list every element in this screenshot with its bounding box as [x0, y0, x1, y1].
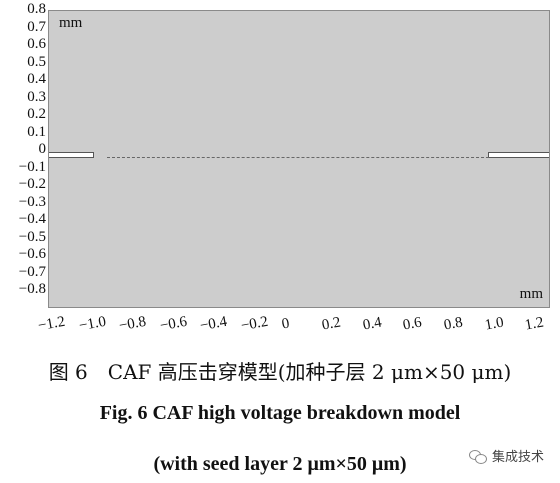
unit-label-top: mm	[59, 15, 83, 31]
x-tick-label: 1.2	[523, 314, 546, 334]
y-tick-label: 0.5	[27, 53, 46, 70]
y-tick-label: 0.6	[27, 36, 46, 52]
y-tick-label: 0.8	[27, 1, 46, 17]
model-plot-area: mm mm	[48, 10, 550, 308]
x-tick-label: 0.4	[361, 314, 383, 334]
wechat-icon	[468, 448, 487, 464]
seed-layer-dashed-line	[107, 157, 489, 158]
x-tick-label: 0	[280, 315, 291, 333]
figure-caption-chinese: 图 6 CAF 高压击穿模型(加种子层 2 μm×50 μm)	[48, 360, 512, 384]
x-tick-label: −0.6	[158, 313, 189, 335]
x-tick-label: −1.0	[77, 313, 107, 335]
unit-label-bottom: mm	[519, 286, 543, 302]
figure-caption-english: Fig. 6 CAF high voltage breakdown model	[99, 402, 461, 424]
y-tick-label: 0.1	[27, 123, 46, 140]
y-tick-label: −0.4	[18, 211, 46, 227]
y-tick-label: −0.8	[18, 281, 46, 297]
y-tick-label: −0.6	[18, 246, 46, 262]
x-tick-label: −0.8	[117, 313, 148, 335]
y-tick-label: −0.5	[18, 228, 46, 245]
y-tick-label: −0.2	[18, 176, 46, 192]
x-tick-label: −1.2	[36, 313, 67, 335]
y-tick-label: −0.1	[18, 158, 46, 175]
x-tick-label: 0.2	[320, 314, 343, 334]
y-tick-label: 0.7	[27, 18, 46, 35]
figure-caption-english-line2: (with seed layer 2 μm×50 μm)	[153, 453, 407, 475]
x-tick-label: 0.8	[442, 314, 464, 334]
y-tick-label: −0.7	[18, 263, 46, 280]
x-tick-label: 1.0	[483, 314, 505, 334]
watermark-text: 集成技术	[491, 450, 544, 465]
x-tick-label: −0.2	[239, 313, 270, 335]
x-tick-label: −0.4	[199, 313, 229, 335]
y-tick-label: 0.3	[27, 88, 46, 105]
y-tick-label: 0	[38, 141, 47, 157]
right-electrode	[488, 152, 549, 158]
y-tick-label: −0.3	[18, 193, 46, 210]
wechat-watermark: 集成技术	[468, 446, 544, 465]
x-tick-label: 0.6	[402, 314, 424, 334]
left-electrode	[49, 152, 94, 158]
y-tick-label: 0.4	[27, 71, 46, 87]
y-tick-label: 0.2	[27, 106, 46, 122]
